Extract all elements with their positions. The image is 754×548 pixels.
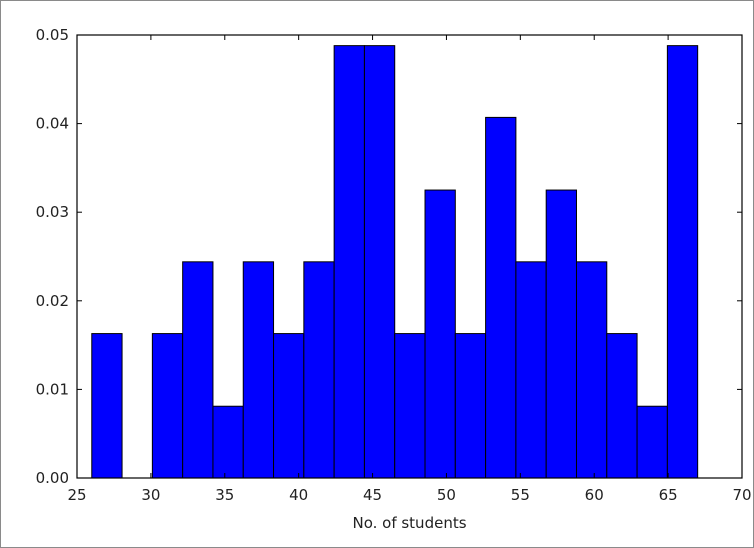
histogram-bar bbox=[575, 261, 608, 479]
histogram-bar bbox=[242, 261, 275, 479]
histogram-bar bbox=[363, 45, 396, 479]
plot-area bbox=[76, 34, 743, 479]
histogram-bar bbox=[606, 333, 638, 479]
x-tick-label: 30 bbox=[141, 486, 160, 504]
histogram-bar bbox=[485, 116, 517, 479]
histogram-bar bbox=[91, 333, 123, 479]
x-tick-label: 65 bbox=[659, 486, 678, 504]
y-tick-label: 0.04 bbox=[36, 115, 69, 133]
histogram-bar bbox=[151, 333, 184, 479]
x-tick-label: 70 bbox=[732, 486, 751, 504]
histogram-bar bbox=[424, 189, 456, 479]
histogram-bar bbox=[303, 261, 335, 479]
x-tick-label: 35 bbox=[215, 486, 234, 504]
histogram-bar bbox=[182, 261, 214, 479]
y-tick-label: 0.00 bbox=[36, 469, 69, 487]
y-tick-label: 0.01 bbox=[36, 380, 69, 398]
histogram-bar bbox=[273, 333, 305, 479]
x-axis-label: No. of students bbox=[352, 514, 466, 532]
x-tick-label: 40 bbox=[289, 486, 308, 504]
histogram-bar bbox=[333, 45, 365, 479]
histogram-bar bbox=[394, 333, 426, 479]
x-tick-label: 55 bbox=[511, 486, 530, 504]
histogram-bar bbox=[666, 45, 699, 479]
x-tick-label: 25 bbox=[67, 486, 86, 504]
histogram-bar bbox=[545, 189, 577, 479]
x-tick-label: 50 bbox=[437, 486, 456, 504]
bars-group bbox=[91, 45, 699, 479]
histogram-bar bbox=[454, 333, 487, 479]
histogram-bar bbox=[636, 405, 668, 479]
x-tick-label: 60 bbox=[585, 486, 604, 504]
y-tick-label: 0.02 bbox=[36, 292, 69, 310]
histogram-bar bbox=[212, 405, 244, 479]
x-tick-label: 45 bbox=[363, 486, 382, 504]
y-tick-label: 0.05 bbox=[36, 26, 69, 44]
ticks-group: 25 30 35 40 45 50 55 60 65 70 0.00 0.01 0.02 0.03 0.04… bbox=[36, 26, 752, 504]
histogram-bar bbox=[515, 261, 547, 479]
y-tick-label: 0.03 bbox=[36, 203, 69, 221]
